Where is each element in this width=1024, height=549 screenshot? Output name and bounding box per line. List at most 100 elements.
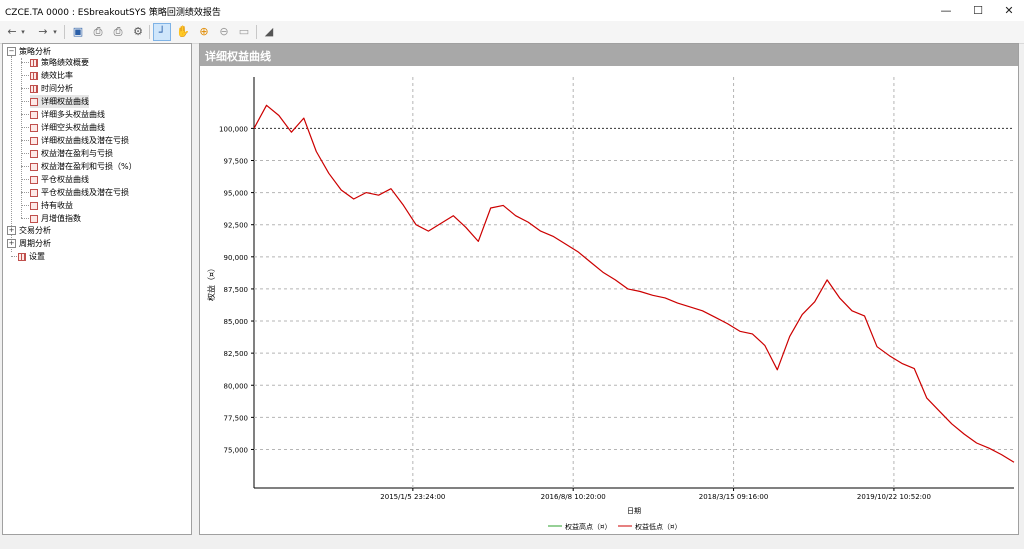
x-tick-label: 2015/1/5 23:24:00 — [380, 493, 445, 501]
tree-item-label: 月增值指数 — [41, 214, 81, 223]
tree-group-strategy-analysis[interactable]: − 策略分析 — [7, 45, 51, 58]
tree-group-label: 策略分析 — [19, 47, 51, 56]
tree-item-time-analysis[interactable]: 时间分析 — [30, 82, 73, 95]
tree-item-label: 详细多头权益曲线 — [41, 110, 105, 119]
settings-icon[interactable]: ⚙ — [133, 25, 143, 38]
print-icon[interactable]: ⎙ — [113, 25, 123, 38]
chart-report-icon — [30, 175, 38, 184]
tree-connector — [21, 179, 29, 180]
tree-connector — [21, 140, 29, 141]
window-title: CZCE.TA 0000 : ESbreakoutSYS 策略回测绩效报告 — [5, 8, 221, 18]
y-tick-label: 95,000 — [224, 190, 249, 198]
tree-item-label: 平仓权益曲线 — [41, 175, 89, 184]
tree-item-closed-equity-curve-potential-loss[interactable]: 平仓权益曲线及潜在亏损 — [30, 186, 129, 199]
toolbar-separator — [149, 25, 150, 39]
back-icon[interactable]: ← — [7, 25, 17, 38]
tree-item-equity-curve-potential-loss[interactable]: 详细权益曲线及潜在亏损 — [30, 134, 129, 147]
tree-item-label: 时间分析 — [41, 84, 73, 93]
equity-chart[interactable]: 100,000 97,500 95,000 92,500 90,000 87,500 85,… — [200, 66, 1018, 534]
tree-item-label: 详细空头权益曲线 — [41, 123, 105, 132]
chart-report-icon — [30, 110, 38, 119]
toolbar-separator — [256, 25, 257, 39]
expand-icon[interactable]: + — [7, 226, 16, 235]
tree-connector — [11, 56, 12, 252]
tree-group-label: 交易分析 — [19, 226, 51, 235]
tree-item-monthly-value-index[interactable]: 月增值指数 — [30, 212, 81, 225]
tree-item-detailed-equity-curve[interactable]: 详细权益曲线 — [30, 95, 89, 108]
tree-group-period-analysis[interactable]: + 周期分析 — [7, 237, 51, 250]
forward-icon[interactable]: → — [38, 25, 48, 38]
y-tick-label: 92,500 — [224, 222, 249, 230]
tree-item-equity-potential-profit-loss-pct[interactable]: 权益潜在盈利和亏损（%） — [30, 160, 137, 173]
nav-tree: − 策略分析 策略绩效概要 绩效比率 时间分析 详细权益曲线 详细多头权益曲线 详… — [2, 43, 192, 535]
tree-connector — [21, 62, 29, 63]
tree-item-label: 策略绩效概要 — [41, 58, 89, 67]
tree-item-label: 权益潜在盈利和亏损（%） — [41, 162, 137, 171]
grid-report-icon — [18, 252, 26, 261]
maximize-button[interactable]: ☐ — [973, 4, 983, 17]
x-tick-label: 2018/3/15 09:16:00 — [699, 493, 769, 501]
y-tick-label: 97,500 — [224, 157, 249, 165]
tree-connector — [21, 88, 29, 89]
y-tick-label: 82,500 — [224, 350, 249, 358]
chart-report-icon — [30, 97, 38, 106]
chart-report-icon — [30, 149, 38, 158]
tree-group-label: 周期分析 — [19, 239, 51, 248]
tree-connector — [21, 192, 29, 193]
tree-item-long-equity-curve[interactable]: 详细多头权益曲线 — [30, 108, 105, 121]
chart-report-icon — [30, 162, 38, 171]
zoom-out-icon[interactable]: ⊖ — [219, 25, 229, 38]
toolbar: ← ▾ → ▾ ▣ ⎙ ⎙ ⚙ ┘ ✋ ⊕ ⊖ ▭ ◢ — [0, 21, 1024, 44]
tree-item-equity-potential-profit-loss[interactable]: 权益潜在盈利与亏损 — [30, 147, 113, 160]
pan-hand-icon[interactable]: ✋ — [176, 25, 190, 38]
tree-connector — [21, 114, 29, 115]
minimize-button[interactable]: — — [940, 4, 952, 17]
tree-connector — [21, 205, 29, 206]
x-tick-label: 2016/8/8 10:20:00 — [541, 493, 606, 501]
tree-connector — [21, 153, 29, 154]
tree-item-label: 绩效比率 — [41, 71, 73, 80]
tree-item-label: 持有收益 — [41, 201, 73, 210]
y-tick-label: 87,500 — [224, 286, 249, 294]
expand-icon[interactable]: + — [7, 239, 16, 248]
toolbar-separator — [64, 25, 65, 39]
tree-item-holding-return[interactable]: 持有收益 — [30, 199, 73, 212]
back-dropdown-icon[interactable]: ▾ — [21, 28, 25, 36]
collapse-icon[interactable]: − — [7, 47, 16, 56]
legend-label: 权益高点（¤） — [565, 522, 611, 531]
tree-connector — [21, 58, 22, 218]
tree-connector — [21, 218, 29, 219]
print-preview-icon[interactable]: ⎙ — [93, 25, 103, 38]
close-button[interactable]: ✕ — [1004, 4, 1014, 17]
panel-title: 详细权益曲线 — [205, 50, 271, 63]
y-tick-label: 100,000 — [219, 125, 248, 133]
grid-report-icon — [30, 71, 38, 80]
tree-connector — [11, 256, 17, 257]
equity-low-series-line — [253, 104, 1015, 463]
tree-connector — [21, 166, 29, 167]
tree-item-label: 平仓权益曲线及潜在亏损 — [41, 188, 129, 197]
tree-item-strategy-summary[interactable]: 策略绩效概要 — [30, 56, 89, 69]
chart-report-icon — [30, 136, 38, 145]
report-panel: 详细权益曲线 100,000 97,500 95,000 92,500 90,000 87… — [199, 43, 1019, 535]
save-icon[interactable]: ▣ — [72, 25, 84, 38]
y-tick-label: 75,000 — [224, 446, 249, 454]
panel-header: 详细权益曲线 — [200, 44, 1018, 66]
tree-item-settings[interactable]: 设置 — [18, 250, 45, 263]
chart-report-icon — [30, 123, 38, 132]
tree-item-closed-equity-curve[interactable]: 平仓权益曲线 — [30, 173, 89, 186]
zoom-in-icon[interactable]: ⊕ — [199, 25, 209, 38]
tree-item-short-equity-curve[interactable]: 详细空头权益曲线 — [30, 121, 105, 134]
legend-label: 权益低点（¤） — [635, 522, 681, 531]
forward-dropdown-icon[interactable]: ▾ — [53, 28, 57, 36]
grid-report-icon — [30, 58, 38, 67]
y-tick-label: 77,500 — [224, 414, 249, 422]
x-tick-label: 2019/10/22 10:52:00 — [857, 493, 931, 501]
x-axis-label: 日期 — [627, 507, 641, 515]
tree-group-trade-analysis[interactable]: + 交易分析 — [7, 224, 51, 237]
tree-item-performance-ratio[interactable]: 绩效比率 — [30, 69, 73, 82]
export-chart-icon[interactable]: ◢ — [264, 25, 274, 38]
reset-zoom-icon[interactable]: ▭ — [238, 25, 250, 38]
y-tick-label: 90,000 — [224, 254, 249, 262]
crosshair-icon[interactable]: ┘ — [153, 23, 171, 41]
